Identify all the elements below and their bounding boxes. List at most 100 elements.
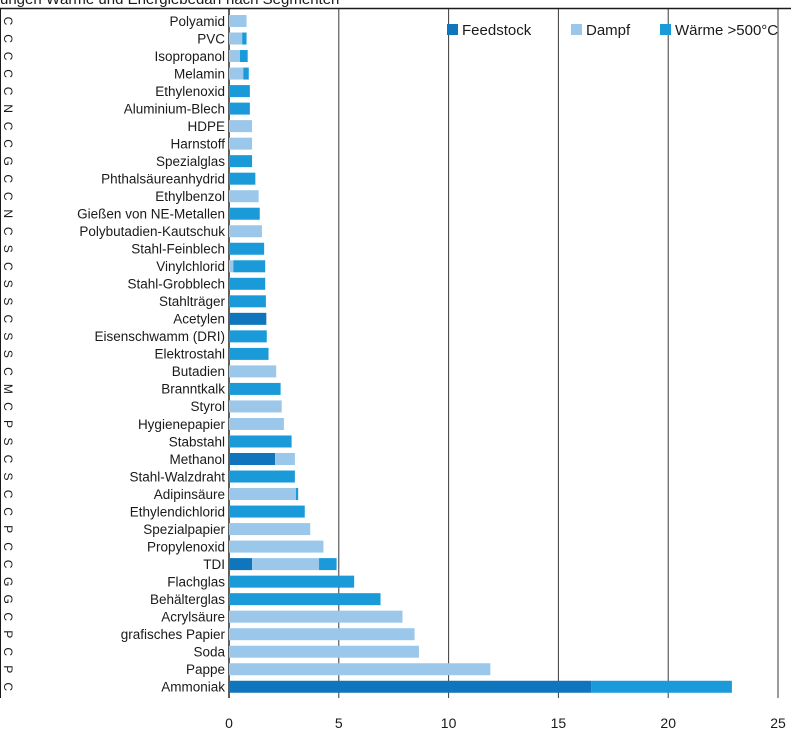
bar-elektrostahl-waerme-500-c <box>229 347 269 360</box>
row-label-melamin: Melamin <box>174 66 225 81</box>
category-code-hygienepapier: P <box>1 420 15 428</box>
category-code-adipinsaeure: C <box>1 490 15 499</box>
category-code-spezialglas: G <box>1 156 15 165</box>
category-code-stahl-feinblech: S <box>1 245 15 253</box>
bar-stahl-walzdraht-waerme-500-c <box>229 470 295 483</box>
bar-behaelterglas-waerme-500-c <box>229 593 381 606</box>
legend: Feedstock Dampf Wärme >500°C <box>447 22 778 39</box>
bar-eisenschwamm-dri-waerme-500-c <box>229 330 267 343</box>
bar-tdi-waerme-500-c <box>319 558 337 571</box>
row-label-acrylsaeure: Acrylsäure <box>161 609 225 624</box>
bar-polybutadien-kautschuk-dampf <box>229 225 262 238</box>
category-code-pappe: P <box>1 665 15 673</box>
row-label-pappe: Pappe <box>186 662 225 677</box>
row-label-methanol: Methanol <box>169 452 225 467</box>
bar-ammoniak-feedstock <box>229 680 592 693</box>
row-label-isopropanol: Isopropanol <box>154 49 225 64</box>
row-label-butadien: Butadien <box>172 364 225 379</box>
bar-isopropanol-dampf <box>229 50 240 63</box>
bar-ethylenoxid-waerme-500-c <box>229 85 250 98</box>
row-label-hygienepapier: Hygienepapier <box>138 417 226 432</box>
category-code-stahl-grobblech: S <box>1 280 15 288</box>
bar-harnstoff-dampf <box>229 137 253 150</box>
bar-ethylbenzol-dampf <box>229 190 259 203</box>
bar-vinylchlorid-dampf <box>229 260 234 273</box>
category-code-giessen-von-ne-metallen: N <box>1 209 15 218</box>
row-label-giessen-von-ne-metallen: Gießen von NE-Metallen <box>77 207 225 222</box>
category-code-propylenoxid: C <box>1 542 15 551</box>
row-label-styrol: Styrol <box>190 399 225 414</box>
bar-pappe-dampf <box>229 663 491 676</box>
bar-phthalsaeureanhydrid-waerme-500-c <box>229 172 256 185</box>
bar-pvc-dampf <box>229 32 243 45</box>
bar-tdi-feedstock <box>229 558 253 571</box>
row-label-soda: Soda <box>193 645 225 660</box>
row-label-stabstahl: Stabstahl <box>169 434 225 449</box>
category-code-flachglas: G <box>1 577 15 586</box>
category-code-hdpe: C <box>1 122 15 131</box>
row-label-vinylchlorid: Vinylchlorid <box>156 259 225 274</box>
row-label-tdi: TDI <box>203 557 225 572</box>
bar-isopropanol-waerme-500-c <box>239 50 248 63</box>
bar-polyamid-dampf <box>229 15 247 27</box>
row-label-pvc: PVC <box>197 31 225 46</box>
category-code-soda: C <box>1 647 15 656</box>
category-code-ethylbenzol: C <box>1 192 15 201</box>
row-label-phthalsaeureanhydrid: Phthalsäureanhydrid <box>101 171 225 186</box>
legend-swatch-feedstock <box>447 24 458 35</box>
row-label-ammoniak: Ammoniak <box>161 680 225 695</box>
row-label-flachglas: Flachglas <box>167 574 225 589</box>
bar-hygienepapier-dampf <box>229 417 284 430</box>
row-label-elektrostahl: Elektrostahl <box>154 347 225 362</box>
chart-header-fragment: ungen Wärme und Energiebedarf nach Segme… <box>0 0 339 8</box>
category-code-behaelterglas: G <box>1 594 15 603</box>
row-label-hdpe: HDPE <box>187 119 225 134</box>
bar-ethylendichlorid-waerme-500-c <box>229 505 305 518</box>
category-code-aluminium-blech: N <box>1 104 15 113</box>
row-label-behaelterglas: Behälterglas <box>150 592 225 607</box>
category-code-stahltraeger: S <box>1 297 15 305</box>
bar-methanol-dampf <box>275 453 295 465</box>
bar-propylenoxid-dampf <box>229 540 324 553</box>
row-label-polyamid: Polyamid <box>169 14 225 29</box>
bar-acrylsaeure-dampf <box>229 610 403 623</box>
category-code-vinylchlorid: C <box>1 262 15 271</box>
category-code-ammoniak: C <box>1 682 15 691</box>
bar-stahl-feinblech-waerme-500-c <box>229 242 265 255</box>
category-code-harnstoff: C <box>1 139 15 148</box>
bar-stahl-grobblech-waerme-500-c <box>229 277 266 290</box>
row-label-polybutadien-kautschuk: Polybutadien-Kautschuk <box>79 224 225 239</box>
x-tick-label-0: 0 <box>225 715 233 731</box>
category-code-ethylenoxid: C <box>1 87 15 96</box>
category-code-pvc: C <box>1 34 15 43</box>
category-code-phthalsaeureanhydrid: C <box>1 174 15 183</box>
x-tick-label-10: 10 <box>441 715 457 731</box>
category-code-acrylsaeure: C <box>1 612 15 621</box>
bar-styrol-dampf <box>229 400 282 413</box>
category-code-styrol: C <box>1 402 15 411</box>
bar-hdpe-dampf <box>229 120 253 133</box>
category-code-eisenschwamm-dri: S <box>1 332 15 340</box>
legend-label-waerme-500-c: Wärme >500°C <box>675 22 778 39</box>
row-label-ethylenoxid: Ethylenoxid <box>155 84 225 99</box>
legend-label-feedstock: Feedstock <box>462 22 532 39</box>
row-label-stahl-feinblech: Stahl-Feinblech <box>131 242 225 257</box>
bar-aluminium-blech-waerme-500-c <box>229 102 250 115</box>
bar-spezialpapier-dampf <box>229 523 311 536</box>
x-tick-label-20: 20 <box>660 715 676 731</box>
category-code-isopropanol: C <box>1 52 15 61</box>
category-code-butadien: C <box>1 367 15 376</box>
bar-spezialglas-waerme-500-c <box>229 155 253 168</box>
row-label-aluminium-blech: Aluminium-Blech <box>124 101 225 116</box>
category-code-stahl-walzdraht: S <box>1 473 15 481</box>
x-axis: 0 5 10 15 20 25 <box>225 715 786 731</box>
row-label-adipinsaeure: Adipinsäure <box>154 487 225 502</box>
bar-branntkalk-waerme-500-c <box>229 382 281 395</box>
legend-swatch-dampf <box>571 24 582 35</box>
x-tick-label-25: 25 <box>770 715 786 731</box>
category-code-branntkalk: M <box>1 384 15 394</box>
bar-grafisches-papier-dampf <box>229 628 415 641</box>
row-label-stahl-walzdraht: Stahl-Walzdraht <box>129 469 225 484</box>
bar-ammoniak-waerme-500-c <box>591 680 732 693</box>
